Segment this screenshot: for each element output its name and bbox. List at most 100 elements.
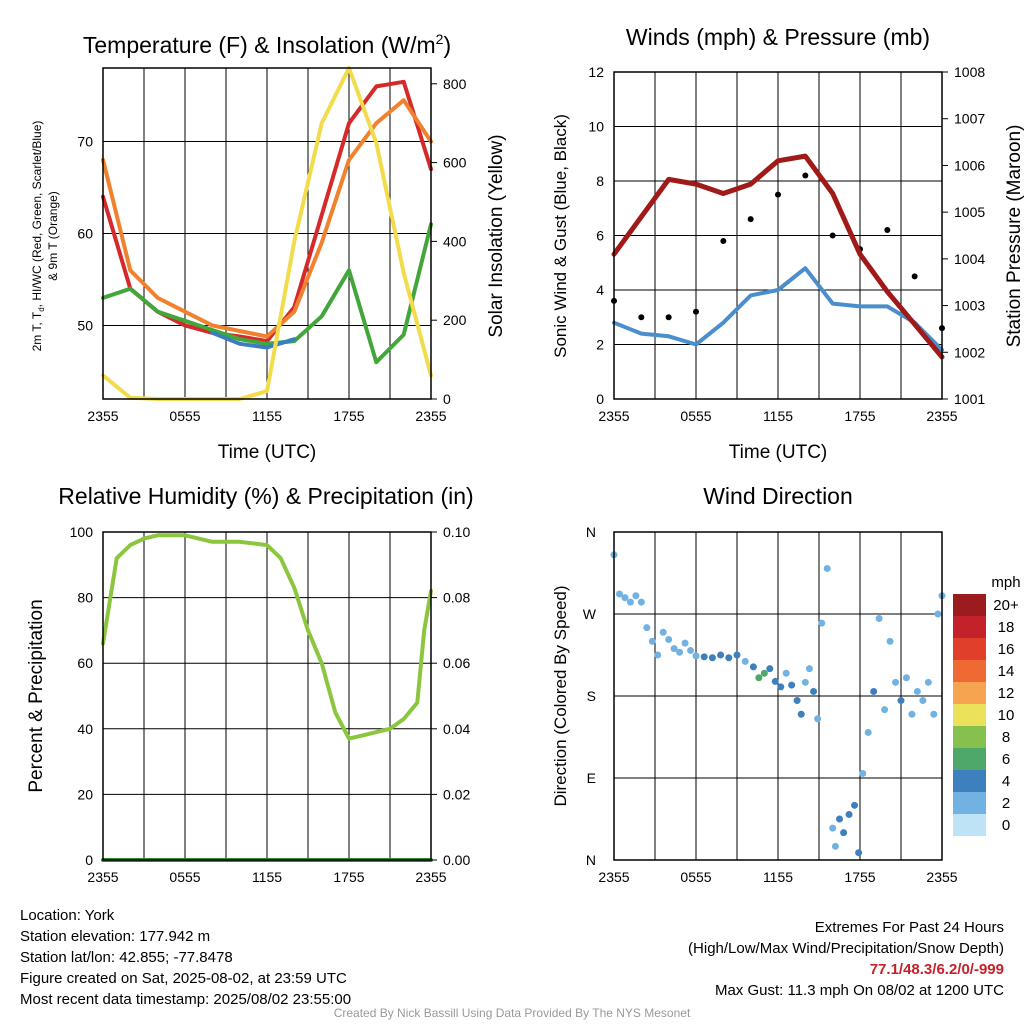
direction-point: [934, 610, 942, 618]
x-tick-label: 1155: [763, 408, 793, 424]
y-right-tick-label: 0.08: [443, 590, 470, 606]
max-gust: Max Gust: 11.3 mph On 08/02 at 1200 UTC: [714, 982, 1004, 999]
plot-frame: [102, 67, 432, 400]
x-tick-label: 2355: [415, 408, 446, 424]
temperature-panel-title: Temperature (F) & Insolation (W/m2): [83, 31, 451, 58]
direction-point: [717, 651, 725, 659]
direction-point: [924, 678, 932, 686]
direction-point: [855, 849, 863, 857]
direction-point: [897, 697, 905, 705]
y-left-tick-label: 0: [596, 391, 604, 407]
direction-point: [870, 687, 878, 695]
x-tick-label: 2355: [87, 408, 118, 424]
series-line-2: [101, 533, 433, 741]
plot-frame: [613, 71, 943, 400]
y-right-tick-label: 1001: [954, 391, 985, 407]
direction-point: [829, 824, 837, 832]
series-line-0: [210, 330, 297, 350]
winds-x-axis-label: Time (UTC): [729, 442, 828, 463]
temperature-insolation-panel: Temperature (F) & Insolation (W/m2) 2m T…: [30, 31, 507, 463]
temperature-left-axis-label-line2: & 9m T (Orange): [46, 191, 60, 281]
x-tick-label: 1155: [763, 869, 793, 885]
direction-point: [864, 728, 872, 736]
direction-point: [881, 706, 889, 714]
direction-point: [700, 653, 708, 661]
gust-point: [665, 314, 672, 321]
direction-point: [741, 657, 749, 665]
direction-point: [788, 681, 796, 689]
speed-colorbar: 20+ 18 16 14 12 10 8 6 4 2 0: [953, 594, 1019, 836]
direction-point: [902, 674, 910, 682]
direction-point: [836, 815, 843, 823]
direction-point: [892, 678, 900, 686]
x-tick-label: 1755: [333, 408, 364, 424]
x-tick-label: 1755: [333, 869, 364, 885]
colorbar-swatch: [953, 726, 986, 748]
series-line-0: [101, 222, 433, 365]
direction-point: [659, 628, 667, 636]
x-tick-label: 2355: [598, 869, 629, 885]
temperature-left-axis-label-line1: 2m T, Td, HI/WC (Red, Green, Scarlet/Blu…: [30, 121, 46, 352]
plot-area-1: [611, 71, 945, 400]
series-line-0: [101, 98, 433, 339]
y-left-tick-label: 60: [77, 655, 93, 671]
direction-point: [681, 639, 689, 647]
colorbar-swatch: [953, 682, 986, 704]
y-direction-tick-label: N: [586, 852, 596, 868]
direction-point: [845, 810, 853, 818]
extremes-values: 77.1/48.3/6.2/0/-999: [869, 961, 1004, 978]
x-tick-label: 1755: [844, 408, 875, 424]
direction-point: [665, 636, 673, 644]
y-right-tick-label: 800: [443, 76, 467, 92]
y-right-tick-label: 1005: [954, 204, 985, 220]
direction-point: [648, 637, 656, 645]
y-left-tick-label: 0: [85, 852, 93, 868]
y-direction-tick-label: N: [586, 524, 596, 540]
plot-frame: [613, 531, 943, 861]
temperature-x-axis-label: Time (UTC): [218, 442, 317, 463]
direction-point: [810, 687, 818, 695]
y-left-tick-label: 6: [596, 228, 604, 244]
gust-point: [747, 216, 754, 223]
direction-point: [749, 663, 757, 671]
station-latlon: Station lat/lon: 42.855; -77.8478: [20, 949, 233, 966]
direction-point: [840, 829, 848, 837]
y-right-tick-label: 1004: [954, 251, 985, 267]
y-left-tick-label: 10: [588, 119, 604, 135]
gust-point: [911, 273, 918, 280]
colorbar-label: 20+: [993, 597, 1019, 614]
colorbar-swatch: [953, 748, 986, 770]
x-tick-label: 0555: [169, 408, 200, 424]
winds-pressure-panel: Winds (mph) & Pressure (mb) Sonic Wind &…: [551, 24, 1024, 463]
direction-point: [692, 652, 700, 660]
colorbar-swatch: [953, 660, 986, 682]
colorbar-label: 10: [998, 707, 1015, 724]
direction-point: [615, 590, 623, 598]
y-right-tick-label: 0.00: [443, 852, 470, 868]
direction-point: [814, 715, 822, 723]
y-right-tick-label: 0: [443, 391, 451, 407]
winds-left-axis-label: Sonic Wind & Gust (Blue, Black): [551, 114, 570, 358]
plot-area-2: [101, 531, 433, 862]
direction-point: [687, 646, 695, 654]
colorbar-swatch: [953, 792, 986, 814]
y-direction-tick-label: W: [583, 606, 597, 622]
extremes-heading: Extremes For Past 24 Hours: [814, 919, 1004, 936]
direction-point: [823, 564, 831, 572]
y-direction-tick-label: S: [587, 688, 596, 704]
y-left-tick-label: 50: [77, 317, 93, 333]
colorbar-swatch: [953, 770, 986, 792]
colorbar-title: mph: [991, 574, 1020, 591]
y-right-tick-label: 1003: [954, 298, 985, 314]
y-right-tick-label: 1006: [954, 157, 985, 173]
wind-direction-left-axis-label: Direction (Colored By Speed): [551, 585, 570, 806]
colorbar-swatch: [953, 638, 986, 660]
x-tick-label: 2355: [415, 869, 446, 885]
colorbar-swatch: [953, 704, 986, 726]
colorbar-label: 16: [998, 641, 1015, 658]
direction-point: [801, 678, 809, 686]
x-tick-label: 0555: [169, 869, 200, 885]
y-left-tick-label: 60: [77, 226, 93, 242]
direction-point: [908, 710, 916, 718]
